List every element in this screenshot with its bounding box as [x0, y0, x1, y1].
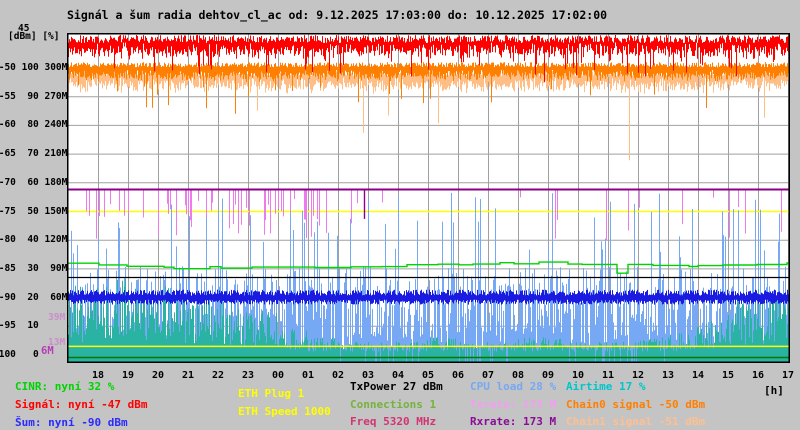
legend-item-eth_speed: ETH Speed 1000 — [238, 405, 331, 418]
x-axis-tick: 10 — [571, 370, 585, 381]
x-axis-tick: 13 — [661, 370, 675, 381]
x-axis-tick: 21 — [181, 370, 195, 381]
x-axis-unit-label: [h] — [764, 384, 784, 397]
y-axis-row: -55 90 270M — [0, 90, 68, 102]
y-axis-marker-m13: 13M — [48, 337, 66, 348]
x-axis-tick: 05 — [421, 370, 435, 381]
legend-item-cpu: CPU load 28 % — [470, 380, 557, 393]
legend-item-freq: Freq 5320 MHz — [350, 415, 437, 428]
y-axis-row: -70 60 180M — [0, 176, 68, 188]
y-axis-row: -95 10 — [0, 320, 68, 332]
y-axis-marker-m39: 39M — [48, 312, 66, 323]
x-axis-tick: 16 — [751, 370, 765, 381]
legend-item-eth_plug: ETH Plug 1 — [238, 387, 305, 400]
y-axis-row: -90 20 60M — [0, 291, 68, 303]
x-axis-tick: 09 — [541, 370, 555, 381]
y-axis-row: -60 80 240M — [0, 119, 68, 131]
x-axis-tick: 01 — [301, 370, 315, 381]
legend-item-noise: Šum: nyní -90 dBm — [15, 416, 128, 429]
legend-item-rxrate: Rxrate: 173 M — [470, 415, 557, 428]
legend-item-chain1: Chain1 signal -51 dBm — [566, 415, 706, 428]
x-axis-tick: 14 — [691, 370, 705, 381]
legend-item-txrate: Txrate: 173 M — [470, 398, 557, 411]
x-axis-tick: 18 — [91, 370, 105, 381]
y-axis-marker-m6: 6M — [41, 345, 54, 357]
x-axis-tick: 04 — [391, 370, 405, 381]
graph-title: Signál a šum radia dehtov_cl_ac od: 9.12… — [67, 8, 608, 22]
x-axis-tick: 20 — [151, 370, 165, 381]
x-axis-tick: 19 — [121, 370, 135, 381]
x-axis-tick: 22 — [211, 370, 225, 381]
y-axis-row: -50 100 300M — [0, 62, 68, 73]
x-axis-tick: 12 — [631, 370, 645, 381]
x-axis-tick: 15 — [721, 370, 735, 381]
x-axis-tick: 23 — [241, 370, 255, 381]
x-axis-tick: 17 — [781, 370, 795, 381]
x-axis-tick: 06 — [451, 370, 465, 381]
legend-item-cinr: CINR: nyní 32 % — [15, 380, 115, 393]
legend-item-airtime: Airtime 17 % — [566, 380, 646, 393]
x-axis-tick: 03 — [361, 370, 375, 381]
x-axis-tick: 02 — [331, 370, 345, 381]
y-axis-row: -85 30 90M — [0, 262, 68, 274]
y-axis-row: -75 50 150M — [0, 205, 68, 217]
x-axis-tick: 07 — [481, 370, 495, 381]
legend-item-connections: Connections 1 — [350, 398, 437, 411]
y-axis-unit-label: [dBm] [%] — [8, 31, 60, 42]
y-axis-row: -100 0 — [0, 349, 68, 360]
y-axis-row: -65 70 210M — [0, 148, 68, 160]
plot-area — [67, 33, 790, 363]
x-axis-tick: 00 — [271, 370, 285, 381]
legend-item-signal: Signál: nyní -47 dBm — [15, 398, 148, 411]
legend-item-txpower: TxPower 27 dBm — [350, 380, 443, 393]
x-axis-tick: 11 — [601, 370, 615, 381]
legend-item-chain0: Chain0 signal -50 dBm — [566, 398, 706, 411]
x-axis-tick: 08 — [511, 370, 525, 381]
y-axis-row: -80 40 120M — [0, 234, 68, 246]
y-axis-top-label: 45 — [18, 23, 30, 34]
